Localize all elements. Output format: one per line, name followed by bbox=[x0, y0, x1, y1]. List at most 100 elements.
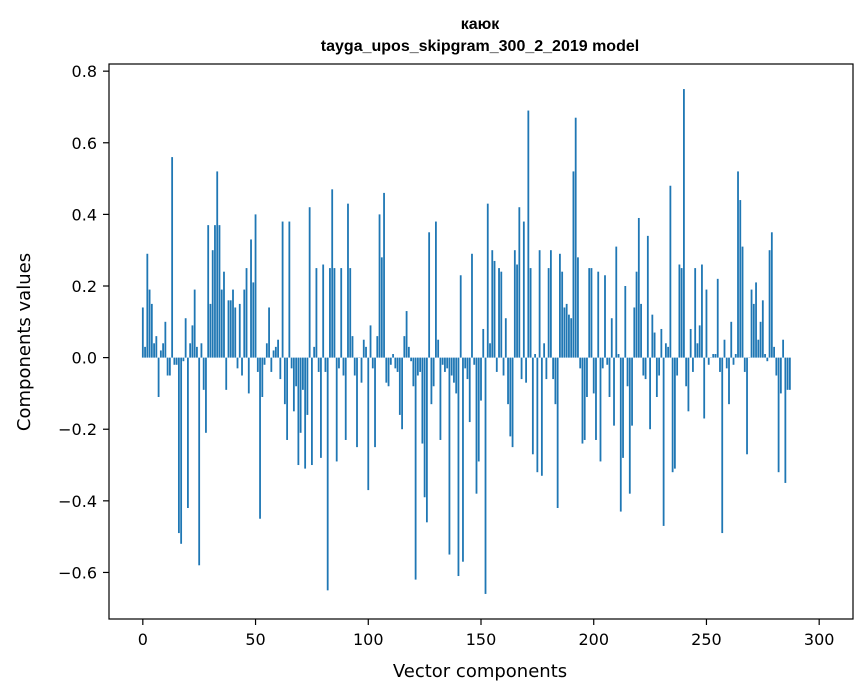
x-tick-label: 150 bbox=[466, 630, 497, 649]
bar bbox=[595, 357, 597, 440]
bar bbox=[279, 357, 282, 380]
bar bbox=[660, 328, 663, 358]
bar bbox=[326, 357, 329, 591]
bar bbox=[344, 357, 347, 440]
bar bbox=[701, 264, 703, 358]
bar bbox=[782, 339, 785, 358]
bar bbox=[581, 357, 584, 444]
y-axis-label: Components values bbox=[14, 253, 35, 431]
bar bbox=[360, 357, 363, 383]
y-tick-label: 0.6 bbox=[72, 134, 97, 153]
bar bbox=[277, 339, 279, 358]
bar bbox=[673, 357, 676, 469]
y-tick-label: 0.2 bbox=[72, 277, 97, 296]
bar bbox=[568, 314, 570, 358]
bar bbox=[527, 110, 530, 358]
bar bbox=[525, 357, 527, 383]
bar bbox=[610, 318, 613, 358]
bar bbox=[315, 268, 318, 358]
bar bbox=[450, 357, 453, 376]
bar bbox=[513, 250, 516, 358]
bar bbox=[705, 289, 708, 358]
bar bbox=[473, 357, 476, 365]
bar bbox=[342, 357, 345, 376]
bar bbox=[301, 357, 304, 390]
bar bbox=[164, 321, 167, 358]
bar bbox=[757, 339, 760, 358]
bar bbox=[622, 357, 624, 458]
bar bbox=[320, 357, 322, 458]
bar bbox=[604, 275, 606, 358]
bar bbox=[635, 271, 638, 358]
bar bbox=[347, 203, 349, 358]
bar bbox=[200, 343, 203, 358]
bar bbox=[214, 225, 216, 358]
bar bbox=[184, 318, 187, 358]
bar bbox=[356, 357, 358, 448]
bar bbox=[459, 275, 462, 358]
bar bbox=[398, 357, 401, 415]
bar bbox=[392, 354, 394, 358]
bar bbox=[489, 343, 491, 358]
bar bbox=[685, 357, 688, 387]
bar bbox=[193, 289, 196, 358]
bar bbox=[752, 303, 755, 358]
bar bbox=[153, 343, 155, 358]
bar bbox=[313, 346, 316, 358]
bar bbox=[376, 336, 379, 358]
bar bbox=[577, 257, 579, 358]
bar bbox=[658, 357, 661, 376]
bar bbox=[646, 235, 649, 358]
bar bbox=[448, 357, 451, 555]
bar bbox=[247, 357, 250, 394]
bar bbox=[297, 357, 300, 466]
bar bbox=[549, 250, 552, 358]
bar bbox=[716, 278, 719, 358]
bar bbox=[606, 357, 609, 365]
chart-title: каюк bbox=[461, 16, 501, 33]
bar bbox=[664, 343, 667, 358]
bar bbox=[692, 357, 694, 372]
bar bbox=[626, 357, 629, 387]
bar bbox=[653, 332, 656, 358]
bar bbox=[529, 268, 532, 358]
bar bbox=[538, 250, 541, 358]
bar bbox=[349, 268, 352, 358]
bar bbox=[588, 268, 591, 358]
bar bbox=[252, 282, 255, 358]
bar bbox=[238, 303, 241, 358]
bar bbox=[187, 357, 189, 508]
bar bbox=[281, 221, 284, 358]
bar bbox=[396, 357, 399, 372]
bar bbox=[205, 357, 207, 433]
bar bbox=[245, 268, 248, 358]
bar bbox=[157, 357, 160, 397]
bar bbox=[719, 357, 721, 372]
bar bbox=[495, 357, 498, 372]
bar bbox=[254, 214, 257, 358]
bar bbox=[374, 357, 376, 448]
bar bbox=[484, 357, 487, 594]
bar bbox=[182, 357, 185, 362]
bar bbox=[482, 328, 485, 358]
bar bbox=[177, 357, 180, 534]
bar bbox=[338, 357, 340, 369]
bar bbox=[407, 346, 410, 358]
bar bbox=[741, 246, 744, 358]
bar bbox=[423, 357, 426, 498]
bar bbox=[369, 325, 372, 358]
x-tick-label: 200 bbox=[578, 630, 609, 649]
bar bbox=[516, 264, 518, 358]
bar bbox=[619, 357, 622, 512]
bar bbox=[486, 203, 489, 358]
bar bbox=[446, 357, 449, 369]
bar bbox=[586, 357, 588, 397]
bar bbox=[171, 157, 174, 358]
bar bbox=[259, 357, 261, 519]
bar bbox=[750, 289, 753, 358]
bar bbox=[775, 357, 778, 376]
bar bbox=[662, 357, 665, 526]
bar bbox=[680, 268, 683, 358]
bar bbox=[714, 354, 717, 358]
bar bbox=[351, 336, 354, 358]
